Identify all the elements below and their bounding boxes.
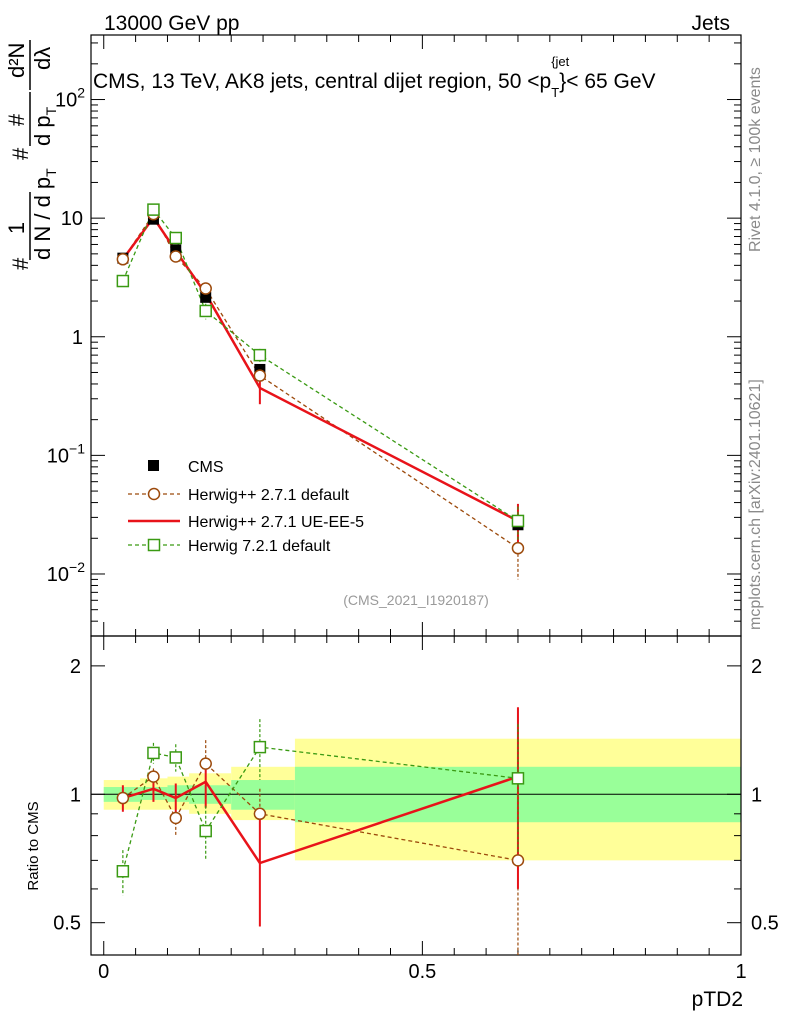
main-marker-2-3 xyxy=(199,304,212,318)
main-marker-2-4 xyxy=(253,348,267,362)
plot-frames xyxy=(90,34,742,956)
main-marker-2-0 xyxy=(116,274,130,288)
svg-text:d pT: d pT xyxy=(30,106,59,146)
ratio-ylabel: Ratio to CMS xyxy=(25,801,42,890)
ratio-marker-2-1 xyxy=(147,746,160,760)
header-left: 13000 GeV pp xyxy=(104,12,239,35)
ratio-marker-0-1 xyxy=(147,770,160,783)
legend: CMS Herwig++ 2.7.1 default Herwig++ 2.7.… xyxy=(128,459,364,555)
ratio-marker-2-0 xyxy=(116,865,130,878)
main-marker-0-3 xyxy=(199,282,212,295)
main-marker-0-0 xyxy=(116,253,130,266)
main-ytick-label-4: 102 xyxy=(55,85,85,112)
main-marker-0-4 xyxy=(253,369,267,382)
rivet-label: Rivet 4.1.0, ≥ 100k events xyxy=(747,67,764,252)
svg-text:d N / d pT: d N / d pT xyxy=(30,168,59,260)
ratio-series-line-2 xyxy=(122,746,519,872)
ratio-ytick-label-left-2: 2 xyxy=(70,656,81,678)
main-ylabel: # 1 d N / d pT # # d pT d²N dλ xyxy=(4,40,59,270)
ratio-marker-0-0 xyxy=(116,791,130,805)
main-ytick-label-1: 10−1 xyxy=(47,440,85,467)
svg-text:#: # xyxy=(8,257,33,270)
cms-data-point-3 xyxy=(200,291,212,303)
legend-herwigpp-default-label: Herwig++ 2.7.1 default xyxy=(188,487,350,504)
ratio-series-line-1 xyxy=(122,775,519,865)
main-title: CMS, 13 TeV, AK8 jets, central dijet reg… xyxy=(93,54,656,100)
legend-herwig7-marker xyxy=(147,538,161,552)
main-ytick-label-2: 1 xyxy=(72,327,83,349)
svg-text:1: 1 xyxy=(4,222,29,234)
ratio-marker-2-4 xyxy=(253,740,267,754)
main-series-line-2 xyxy=(122,208,519,522)
axes-ticks: 10−2 10−1 1 10 102 0 0.5 1 0.5 0.5 1 1 2 2 xyxy=(47,35,779,983)
ratio-ytick-label-right-2: 2 xyxy=(751,656,762,678)
ratio-ytick-label-left-0: 0.5 xyxy=(53,913,81,935)
x-tick-label-1: 0.5 xyxy=(408,961,436,983)
main-marker-0-5 xyxy=(511,541,525,555)
ratio-ytick-label-left-1: 1 xyxy=(70,784,81,806)
ratio-marker-2-2 xyxy=(169,751,183,764)
ratio-marker-0-5 xyxy=(511,854,525,867)
main-marker-2-1 xyxy=(147,203,160,216)
legend-cms-label: CMS xyxy=(188,459,224,476)
main-ytick-label-0: 10−2 xyxy=(47,559,85,586)
legend-herwig7-label: Herwig 7.2.1 default xyxy=(188,538,331,555)
svg-text:d²N: d²N xyxy=(4,43,29,78)
ratio-marker-2-5 xyxy=(511,772,525,785)
svg-text:#: # xyxy=(4,113,29,126)
svg-text:dλ: dλ xyxy=(30,47,55,70)
legend-herwigpp-default-marker xyxy=(147,487,161,501)
main-ytick-label-3: 10 xyxy=(61,208,83,230)
ratio-marker-0-4 xyxy=(253,807,267,821)
legend-cms-marker xyxy=(148,460,159,471)
ratio-marker-0-3 xyxy=(199,757,212,770)
main-marker-2-5 xyxy=(511,514,525,528)
ratio-panel-frame xyxy=(90,635,742,956)
ratio-ytick-label-right-1: 1 xyxy=(751,784,762,806)
ratio-marker-0-2 xyxy=(169,811,183,825)
main-marker-0-2 xyxy=(169,250,183,263)
ratio-band-stat-4 xyxy=(231,780,295,810)
x-tick-label-0: 0 xyxy=(98,961,109,983)
cms-data-point-2 xyxy=(170,244,182,256)
header-right: Jets xyxy=(691,12,730,35)
ratio-ytick-label-right-0: 0.5 xyxy=(751,913,779,935)
mcplots-label: mcplots.cern.ch [arXiv:2401.10621] xyxy=(747,379,764,630)
main-series-line-1 xyxy=(121,215,519,523)
ratio-marker-2-3 xyxy=(199,824,212,838)
legend-herwigpp-ueee5-label: Herwig++ 2.7.1 UE-EE-5 xyxy=(188,514,364,531)
x-axis-label: pTD2 xyxy=(692,988,743,1011)
data-markers xyxy=(116,203,525,878)
main-marker-2-2 xyxy=(169,231,183,245)
svg-text:#: # xyxy=(8,147,33,160)
analysis-reference: (CMS_2021_I1920187) xyxy=(343,592,489,608)
x-tick-label-2: 1 xyxy=(735,961,746,983)
